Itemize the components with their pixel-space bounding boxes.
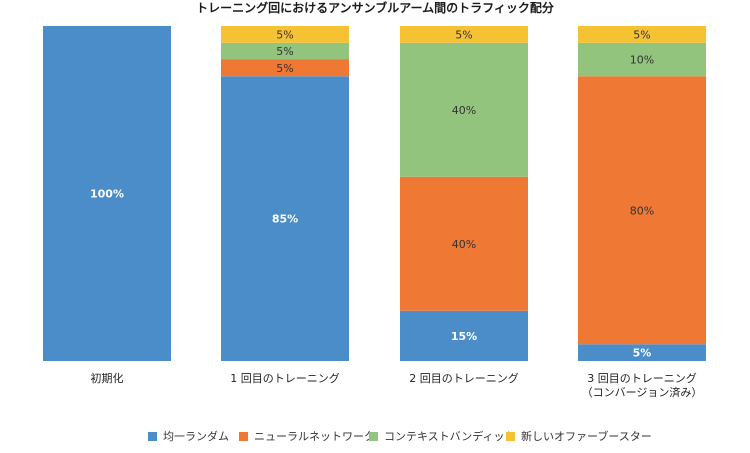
legend-item: ニューラルネットワーク	[239, 428, 375, 444]
legend-swatch	[506, 431, 515, 441]
bar-segment	[400, 310, 528, 361]
stacked-bar-chart: 100% 初期化 85% 5% 5% 5% 1 回目のトレーニング 15% 40% 40% 5% 2 …	[43, 26, 706, 399]
legend: 均一ランダム ニューラルネットワーク コンテキストバンディット 新しいオファーブースタ…	[0, 428, 750, 444]
category-label: 初期化	[91, 371, 124, 385]
bar-segment	[221, 42, 349, 60]
category-label: （コンバージョン済み）	[582, 385, 703, 399]
bar-segment	[400, 176, 528, 311]
data-label: 5%	[633, 347, 652, 360]
bar-segment	[400, 42, 528, 177]
data-label: 5%	[455, 28, 472, 41]
bar-segment	[578, 42, 706, 77]
data-label: 5%	[276, 45, 293, 58]
data-label: 40%	[452, 104, 476, 117]
bar-segment	[221, 59, 349, 77]
legend-item: コンテキストバンディット	[369, 428, 515, 444]
data-label: 100%	[90, 188, 124, 201]
legend-swatch	[148, 431, 157, 441]
data-label: 5%	[633, 28, 650, 41]
bar-segment	[221, 26, 349, 43]
legend-label: コンテキストバンディット	[384, 430, 516, 443]
legend-item: 均一ランダム	[148, 428, 229, 444]
bar-segment	[400, 26, 528, 43]
data-label: 10%	[630, 54, 654, 67]
data-label: 5%	[276, 62, 293, 75]
legend-swatch	[369, 431, 378, 441]
category-label: 2 回目のトレーニング	[409, 371, 519, 385]
chart-title: トレーニング回におけるアンサンブルアーム間のトラフィック配分	[196, 1, 554, 15]
category-label: 1 回目のトレーニング	[230, 371, 340, 385]
legend-label: 均一ランダム	[163, 430, 229, 443]
data-label: 80%	[630, 204, 654, 217]
legend-swatch	[239, 431, 248, 441]
data-label: 5%	[276, 28, 293, 41]
data-label: 15%	[451, 330, 477, 343]
bar-segment	[221, 76, 349, 361]
data-label: 40%	[452, 238, 476, 251]
bar-segment	[578, 76, 706, 345]
bar-segment	[578, 26, 706, 43]
legend-label: 新しいオファーブースター	[521, 430, 652, 443]
category-label: 3 回目のトレーニング	[587, 371, 697, 385]
bar-segment	[43, 26, 171, 361]
data-label: 85%	[272, 213, 298, 226]
legend-label: ニューラルネットワーク	[254, 430, 375, 443]
bar-segment	[578, 344, 706, 361]
legend-item: 新しいオファーブースター	[506, 428, 652, 444]
